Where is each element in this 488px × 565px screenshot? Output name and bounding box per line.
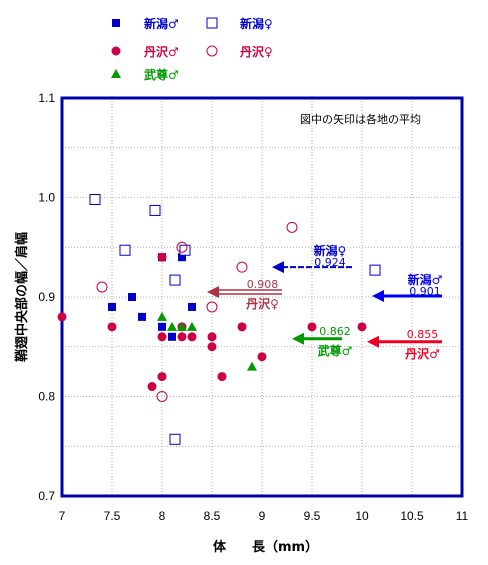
data-point [157, 311, 167, 321]
legend-label: 武尊♂ [144, 67, 179, 82]
mean-label: 武尊♂ [318, 343, 353, 358]
data-point [169, 433, 181, 445]
mean-arrow-head [207, 286, 219, 299]
data-point [157, 332, 167, 342]
data-point [369, 264, 381, 276]
mean-label: 丹沢♀ [246, 296, 279, 311]
x-tick-label: 9.5 [304, 509, 321, 523]
data-point [247, 361, 257, 371]
data-point [128, 293, 136, 301]
x-tick-label: 8.5 [204, 509, 221, 523]
mean-value: 0.924 [314, 256, 346, 269]
y-tick-label: 0.8 [38, 390, 55, 404]
plot-frame [60, 96, 464, 498]
mean-arrow-head [272, 261, 284, 274]
data-point [176, 241, 188, 253]
legend-marker [111, 46, 121, 56]
chart-annotation: 図中の矢印は各地の平均 [300, 112, 421, 126]
data-point [147, 382, 157, 392]
data-point [177, 332, 187, 342]
y-tick-label: 1.1 [38, 91, 55, 105]
data-point [257, 352, 267, 362]
legend: 新潟♂ 新潟♀ 丹沢♂ 丹沢♀ 武尊♂ [111, 16, 273, 82]
data-point [157, 252, 167, 262]
mean-arrow-head [372, 290, 384, 303]
x-tick-label: 8 [159, 509, 166, 523]
y-tick-label: 1.0 [38, 191, 55, 205]
x-tick-label: 10 [355, 509, 369, 523]
data-point [207, 342, 217, 352]
data-point [188, 302, 196, 311]
tick-labels: 7 7.5 8 8.5 9 9.5 10 10.5 11 0.7 0.8 0.9 1.0 1.1 [38, 91, 468, 523]
data-point [236, 261, 248, 273]
data-point [119, 244, 131, 256]
data-point [158, 322, 166, 331]
data-point [108, 302, 116, 311]
data-point [178, 253, 186, 262]
x-tick-label: 10.5 [400, 509, 424, 523]
legend-label: 丹沢♂ [144, 44, 179, 59]
mean-value: 0.855 [407, 328, 439, 341]
data-point [187, 332, 197, 342]
legend-label: 新潟♀ [240, 16, 273, 31]
x-tick-label: 9 [259, 509, 266, 523]
mean-label: 新潟♂ [408, 272, 443, 287]
y-tick-label: 0.7 [38, 489, 55, 503]
legend-marker [112, 19, 120, 27]
x-tick-label: 7 [59, 509, 66, 523]
legend-label: 丹沢♀ [240, 44, 273, 59]
data-point [177, 321, 187, 331]
data-point [286, 221, 298, 233]
mean-arrows: 新潟♀0.924 新潟♂0.901 丹沢♀ 0.908 丹沢♂ 0.855 武尊♂ 0.862 [207, 243, 442, 361]
data-point [357, 322, 367, 332]
data-point [217, 372, 227, 382]
data-point [107, 322, 117, 332]
legend-marker [206, 17, 218, 29]
data-point [206, 301, 218, 313]
data-points [57, 193, 381, 445]
mean-arrow-head [292, 332, 304, 345]
data-point [157, 372, 167, 382]
data-point [57, 312, 67, 322]
data-point [307, 322, 317, 332]
x-tick-label: 11 [456, 509, 469, 523]
legend-marker [206, 45, 218, 57]
data-point [167, 321, 177, 331]
y-tick-label: 0.9 [38, 290, 55, 304]
x-tick-label: 7.5 [104, 509, 121, 523]
data-point [138, 312, 146, 321]
data-point [149, 204, 161, 216]
x-axis-label: 体 長（mm） [213, 539, 318, 555]
data-point [89, 193, 101, 205]
mean-label: 丹沢♂ [405, 346, 440, 361]
y-axis-label: 鞘翅中央部の幅／肩幅 [14, 232, 30, 362]
data-point [96, 281, 108, 293]
mean-value: 0.862 [319, 325, 351, 338]
mean-value: 0.908 [247, 278, 279, 291]
data-point [179, 244, 191, 256]
legend-marker [111, 69, 121, 78]
mean-value: 0.901 [409, 285, 441, 298]
data-point [207, 332, 217, 342]
legend-label: 新潟♂ [144, 16, 179, 31]
mean-arrow-head [367, 335, 379, 348]
data-point [237, 322, 247, 332]
data-point [187, 321, 197, 331]
mean-label: 新潟♀ [314, 243, 347, 258]
data-point [156, 391, 168, 402]
data-point [168, 332, 176, 341]
data-point [169, 274, 181, 286]
